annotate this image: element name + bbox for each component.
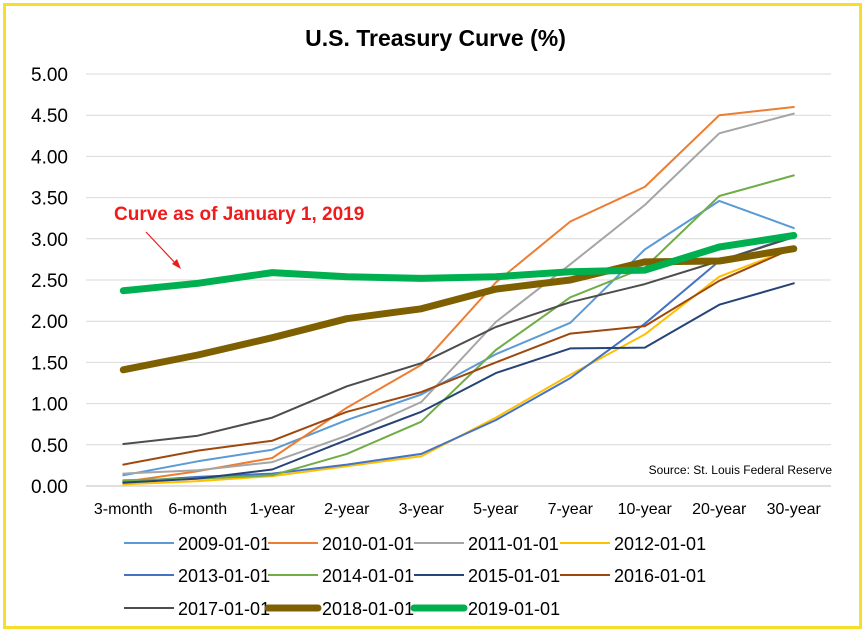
x-tick-label: 10-year — [618, 501, 673, 518]
annotation-layer: Curve as of January 1, 2019 Source: St. … — [114, 204, 832, 477]
annotation-arrow — [145, 231, 179, 267]
x-tick-label: 3-month — [94, 501, 153, 518]
y-tick-label: 4.00 — [31, 147, 68, 168]
legend-label: 2016-01-01 — [614, 566, 706, 586]
x-tick-label: 5-year — [473, 501, 519, 518]
legend: 2009-01-01 2010-01-01 2011-01-01 2012-01-01… — [124, 534, 706, 619]
legend-label: 2011-01-01 — [468, 534, 559, 554]
series-line-2019-01-01 — [119, 232, 798, 295]
chart-frame: U.S. Treasury Curve (%) 0.00 0.50 1.00 1.50… — [3, 3, 862, 629]
series-line-2016-01-01 — [122, 246, 795, 466]
x-tick-label: 1-year — [250, 501, 296, 518]
y-tick-label: 0.00 — [31, 477, 68, 498]
x-tick-label: 2-year — [324, 501, 370, 518]
series-line-2013-01-01 — [122, 235, 795, 483]
series-line-2014-01-01 — [122, 174, 795, 482]
x-tick-label: 20-year — [692, 501, 747, 518]
series-line-2015-01-01 — [122, 282, 795, 484]
series-line-2018-01-01 — [119, 245, 798, 374]
y-tick-label: 2.50 — [31, 271, 68, 292]
chart-title: U.S. Treasury Curve (%) — [305, 25, 566, 51]
y-tick-label: 5.00 — [31, 65, 68, 86]
y-tick-label: 3.50 — [31, 189, 68, 210]
legend-label: 2017-01-01 — [178, 599, 270, 619]
series-line-2010-01-01 — [122, 106, 795, 483]
legend-label: 2012-01-01 — [614, 534, 706, 554]
x-tick-label: 3-year — [399, 501, 445, 518]
y-tick-label: 0.50 — [31, 436, 68, 457]
x-axis-ticks: 3-month 6-month 1-year 2-year 3-year 5-year 7-… — [94, 501, 822, 518]
legend-label: 2013-01-01 — [178, 566, 270, 586]
annotation-text: Curve as of January 1, 2019 — [114, 204, 364, 225]
legend-label: 2014-01-01 — [322, 566, 414, 586]
series-line-2009-01-01 — [122, 199, 795, 477]
y-tick-label: 3.00 — [31, 230, 68, 251]
series-line-2011-01-01 — [122, 112, 795, 475]
x-tick-label: 7-year — [548, 501, 594, 518]
legend-label: 2018-01-01 — [322, 599, 414, 619]
x-tick-label: 6-month — [168, 501, 227, 518]
y-tick-label: 1.50 — [31, 353, 68, 374]
x-tick-label: 30-year — [767, 501, 822, 518]
y-tick-label: 1.00 — [31, 395, 68, 416]
y-tick-label: 2.00 — [31, 312, 68, 333]
legend-label: 2009-01-01 — [178, 534, 270, 554]
legend-label: 2019-01-01 — [468, 599, 560, 619]
legend-label: 2015-01-01 — [468, 566, 560, 586]
y-axis-ticks: 0.00 0.50 1.00 1.50 2.00 2.50 3.00 3.50 4.00 4.50… — [31, 65, 68, 498]
series-layer — [119, 106, 798, 486]
y-tick-label: 4.50 — [31, 106, 68, 127]
chart-svg: 0.00 0.50 1.00 1.50 2.00 2.50 3.00 3.50 4.00 4.50… — [31, 65, 832, 619]
grid-layer — [86, 73, 831, 487]
series-line-2017-01-01 — [122, 236, 795, 445]
legend-label: 2010-01-01 — [322, 534, 414, 554]
source-note: Source: St. Louis Federal Reserve — [649, 463, 833, 477]
annotation-arrowhead — [172, 259, 181, 269]
